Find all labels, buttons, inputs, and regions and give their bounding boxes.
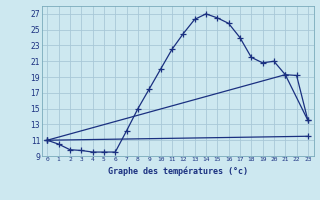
X-axis label: Graphe des températures (°c): Graphe des températures (°c) [108, 167, 248, 176]
